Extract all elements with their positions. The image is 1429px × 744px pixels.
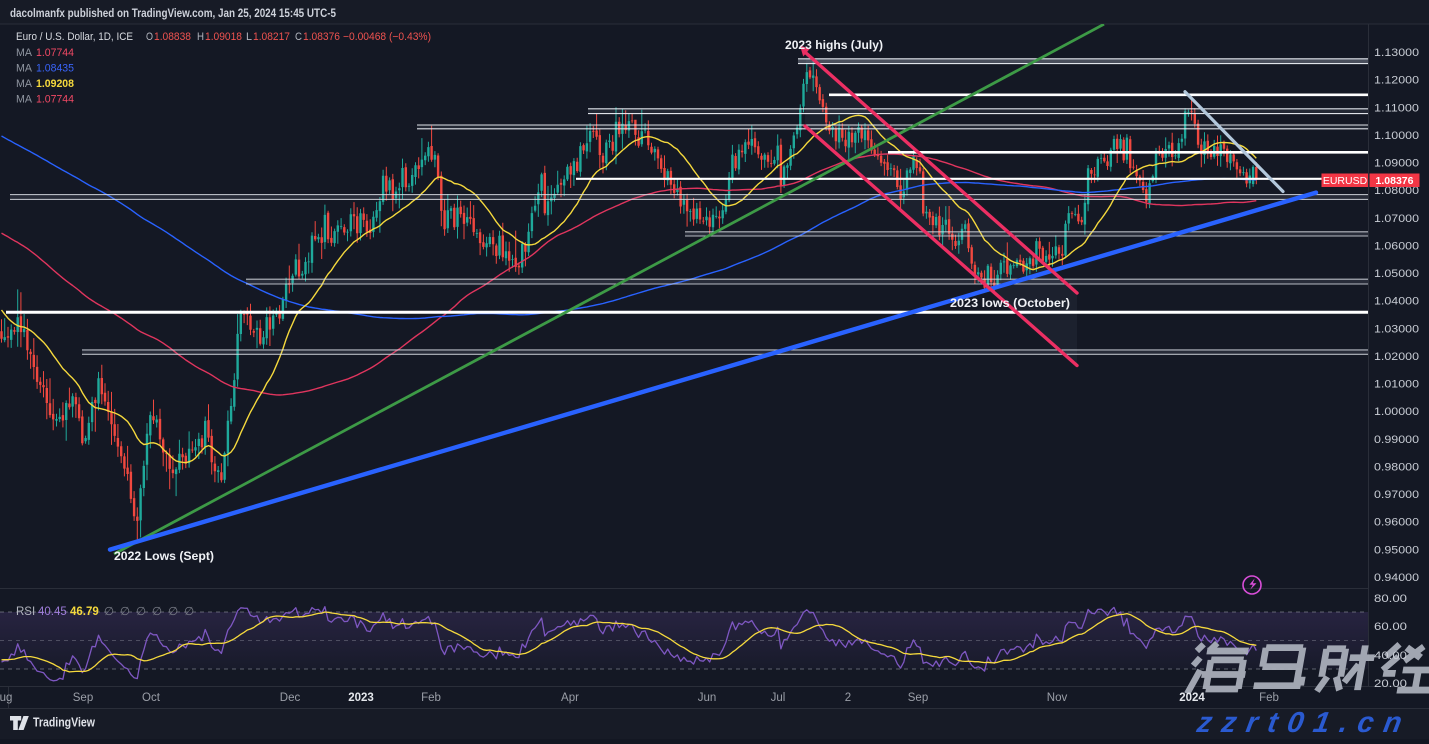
svg-text:2023 lows (October): 2023 lows (October) — [950, 296, 1070, 310]
svg-text:1.11000: 1.11000 — [1374, 102, 1419, 114]
svg-text:0.96000: 0.96000 — [1374, 517, 1419, 529]
svg-text:1.08376: 1.08376 — [1376, 175, 1414, 187]
svg-text:0.99000: 0.99000 — [1374, 434, 1419, 446]
svg-text:1.10000: 1.10000 — [1374, 130, 1419, 142]
svg-text:Feb: Feb — [421, 692, 441, 704]
svg-text:1.07000: 1.07000 — [1374, 213, 1419, 225]
svg-text:1.02000: 1.02000 — [1374, 351, 1419, 363]
svg-text:1.08376: 1.08376 — [303, 31, 340, 43]
svg-text:−0.00468 (−0.43%): −0.00468 (−0.43%) — [343, 31, 431, 43]
svg-text:20.00: 20.00 — [1374, 678, 1407, 690]
svg-text:2: 2 — [845, 692, 851, 704]
svg-text:MA: MA — [16, 63, 33, 75]
svg-text:Jun: Jun — [698, 692, 717, 704]
svg-text:1.12000: 1.12000 — [1374, 75, 1419, 87]
svg-text:2024: 2024 — [1179, 692, 1205, 704]
svg-text:MA: MA — [16, 47, 33, 59]
svg-text:∅∅∅∅∅∅: ∅∅∅∅∅∅ — [104, 606, 200, 618]
svg-text:Oct: Oct — [142, 692, 161, 704]
svg-text:1.04000: 1.04000 — [1374, 296, 1419, 308]
svg-text:1.01000: 1.01000 — [1374, 379, 1419, 391]
svg-text:Sep: Sep — [908, 692, 928, 704]
svg-text:80.00: 80.00 — [1374, 593, 1407, 605]
svg-text:Nov: Nov — [1047, 692, 1068, 704]
svg-text:46.79: 46.79 — [70, 606, 99, 618]
svg-text:40.45: 40.45 — [38, 606, 67, 618]
svg-text:ug: ug — [0, 692, 12, 704]
svg-text:0.97000: 0.97000 — [1374, 489, 1419, 501]
svg-text:Feb: Feb — [1259, 692, 1279, 704]
svg-text:1.08838: 1.08838 — [154, 31, 191, 43]
svg-text:0.95000: 0.95000 — [1374, 544, 1419, 556]
svg-text:40.00: 40.00 — [1374, 650, 1407, 662]
svg-text:RSI: RSI — [16, 606, 35, 618]
svg-text:1.00000: 1.00000 — [1374, 406, 1419, 418]
svg-text:1.09018: 1.09018 — [205, 31, 242, 43]
svg-text:TradingView: TradingView — [33, 715, 96, 730]
svg-text:2023: 2023 — [348, 692, 374, 704]
svg-text:1.05000: 1.05000 — [1374, 268, 1419, 280]
svg-text:60.00: 60.00 — [1374, 621, 1407, 633]
svg-text:MA: MA — [16, 94, 33, 106]
svg-text:1.08000: 1.08000 — [1374, 185, 1419, 197]
svg-text:1.09000: 1.09000 — [1374, 158, 1419, 170]
svg-text:Dec: Dec — [280, 692, 301, 704]
svg-text:C: C — [295, 31, 302, 43]
svg-text:2022 Lows (Sept): 2022 Lows (Sept) — [114, 549, 214, 563]
svg-text:zzrt01.cn: zzrt01.cn — [1194, 707, 1415, 739]
svg-text:1.07744: 1.07744 — [36, 47, 74, 59]
svg-text:L: L — [246, 31, 252, 43]
svg-text:1.03000: 1.03000 — [1374, 323, 1419, 335]
svg-text:dacolmanfx published on Tradin: dacolmanfx published on TradingView.com,… — [10, 8, 337, 20]
svg-text:H: H — [197, 31, 204, 43]
svg-text:1.13000: 1.13000 — [1374, 47, 1419, 59]
svg-text:1.06000: 1.06000 — [1374, 240, 1419, 252]
svg-text:Apr: Apr — [561, 692, 579, 704]
svg-text:Sep: Sep — [73, 692, 93, 704]
svg-text:0.94000: 0.94000 — [1374, 572, 1419, 584]
svg-text:2023 highs (July): 2023 highs (July) — [785, 38, 883, 52]
svg-text:1.08217: 1.08217 — [253, 31, 290, 43]
svg-text:0.98000: 0.98000 — [1374, 462, 1419, 474]
svg-text:1.08435: 1.08435 — [36, 63, 74, 75]
svg-text:Jul: Jul — [771, 692, 786, 704]
svg-text:O: O — [146, 31, 153, 43]
svg-text:EURUSD: EURUSD — [1323, 175, 1368, 187]
svg-text:1.09208: 1.09208 — [36, 78, 74, 90]
svg-text:MA: MA — [16, 78, 33, 90]
svg-text:Euro / U.S. Dollar, 1D, ICE: Euro / U.S. Dollar, 1D, ICE — [16, 31, 133, 43]
svg-text:1.07744: 1.07744 — [36, 94, 74, 106]
